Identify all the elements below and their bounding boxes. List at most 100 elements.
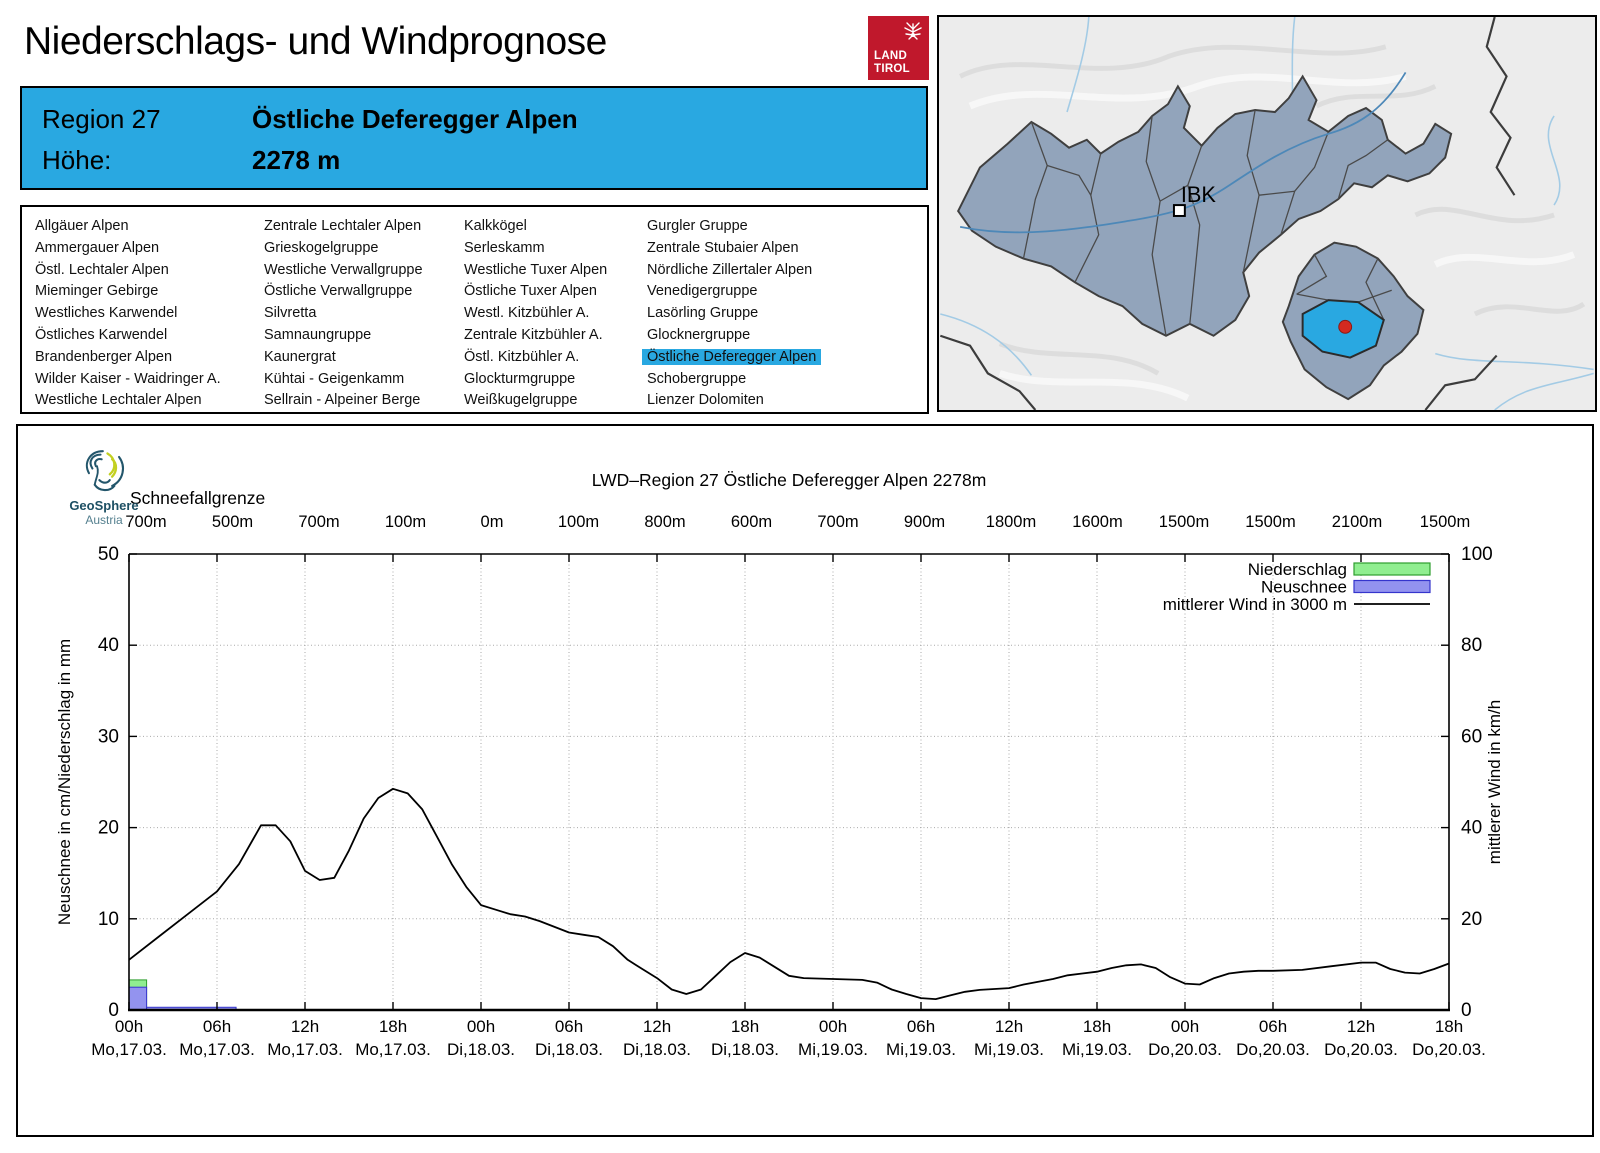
region-item[interactable]: Schobergruppe (647, 369, 821, 391)
region-item[interactable]: Weißkugelgruppe (464, 390, 607, 412)
region-item[interactable]: Nördliche Zillertaler Alpen (647, 260, 821, 282)
svg-text:Do,20.03.: Do,20.03. (1148, 1040, 1222, 1059)
region-item[interactable]: Wilder Kaiser - Waidringer A. (35, 369, 221, 391)
region-item-label[interactable]: Östliche Tuxer Alpen (464, 283, 597, 300)
snowline-value: 1500m (1420, 513, 1470, 531)
legend-swatch (1353, 562, 1431, 576)
region-item[interactable]: Glocknergruppe (647, 325, 821, 347)
region-column-1: Allgäuer Alpen Ammergauer Alpen Östl. Lech… (35, 216, 221, 412)
region-item-label[interactable]: Östliche Verwallgruppe (264, 283, 413, 300)
region-item-label[interactable]: Gurgler Gruppe (647, 218, 748, 234)
region-item-label[interactable]: Westliche Lechtaler Alpen (35, 392, 202, 409)
region-item-label[interactable]: Zentrale Lechtaler Alpen (264, 218, 422, 234)
region-item-label[interactable]: Östliches Karwendel (35, 326, 168, 343)
region-item-label[interactable]: Zentrale Kitzbühler A. (464, 326, 603, 343)
region-item[interactable]: Grieskogelgruppe (264, 238, 423, 260)
region-item-label[interactable]: Östl. Lechtaler Alpen (35, 261, 169, 278)
region-item-label[interactable]: Sellrain - Alpeiner Berge (264, 392, 421, 409)
region-item[interactable]: Allgäuer Alpen (35, 216, 221, 238)
svg-text:06h: 06h (555, 1017, 583, 1036)
region-item-label[interactable]: Silvretta (264, 305, 317, 322)
region-item[interactable]: Östliches Karwendel (35, 325, 221, 347)
region-item-label[interactable]: Zentrale Stubaier Alpen (647, 239, 799, 256)
region-item-label[interactable]: Östl. Kitzbühler A. (464, 348, 580, 365)
region-row: Region 27 Östliche Deferegger Alpen (42, 104, 578, 135)
region-item[interactable]: Zentrale Lechtaler Alpen (264, 216, 423, 238)
chart-grid (129, 554, 1449, 1010)
region-item-label[interactable]: Brandenberger Alpen (35, 348, 173, 365)
chart-title: LWD–Region 27 Östliche Deferegger Alpen … (592, 470, 987, 490)
region-item-label[interactable]: Allgäuer Alpen (35, 218, 129, 234)
svg-text:12h: 12h (1347, 1017, 1375, 1036)
region-item-label[interactable]: Westl. Kitzbühler A. (464, 305, 590, 322)
snowline-row: Schneefallgrenze 700m 500m 700m 100m 0m 100m 80… (125, 488, 1470, 531)
map-internal-borders (1022, 109, 1392, 336)
region-item[interactable]: Zentrale Kitzbühler A. (464, 325, 607, 347)
svg-text:18h: 18h (1083, 1017, 1111, 1036)
region-item[interactable]: Östl. Lechtaler Alpen (35, 260, 221, 282)
region-item-label[interactable]: Westliches Karwendel (35, 305, 178, 322)
region-item-label[interactable]: Serleskamm (464, 239, 545, 256)
region-item-label[interactable]: Lasörling Gruppe (647, 305, 759, 322)
region-item[interactable]: Silvretta (264, 303, 423, 325)
region-item[interactable]: Brandenberger Alpen (35, 347, 221, 369)
region-item[interactable]: Westliche Lechtaler Alpen (35, 390, 221, 412)
svg-text:20: 20 (98, 818, 119, 839)
region-item[interactable]: Kaunergrat (264, 347, 423, 369)
region-item-label[interactable]: Weißkugelgruppe (464, 392, 578, 409)
region-item-selected[interactable]: Östliche Deferegger Alpen (642, 347, 822, 369)
region-item-label[interactable]: Grieskogelgruppe (264, 239, 379, 256)
ibk-label: IBK (1181, 182, 1217, 207)
region-item[interactable]: Lienzer Dolomiten (647, 390, 821, 412)
region-item[interactable]: Kühtai - Geigenkamm (264, 369, 423, 391)
region-item-label[interactable]: Kaunergrat (264, 348, 336, 365)
region-item-label[interactable]: Östliche Deferegger Alpen (642, 348, 822, 365)
region-item[interactable]: Mieminger Gebirge (35, 281, 221, 303)
svg-text:06h: 06h (203, 1017, 231, 1036)
tirol-eagle-icon (904, 22, 922, 40)
svg-text:60: 60 (1461, 726, 1482, 747)
region-item-label[interactable]: Lienzer Dolomiten (647, 392, 764, 409)
region-item-label[interactable]: Kalkkögel (464, 218, 527, 234)
region-item[interactable]: Sellrain - Alpeiner Berge (264, 390, 423, 412)
region-item[interactable]: Samnaungruppe (264, 325, 423, 347)
snowline-value: 1500m (1159, 513, 1209, 531)
region-item[interactable]: Ammergauer Alpen (35, 238, 221, 260)
svg-text:Mi,19.03.: Mi,19.03. (974, 1040, 1044, 1059)
region-item[interactable]: Lasörling Gruppe (647, 303, 821, 325)
region-item[interactable]: Westliches Karwendel (35, 303, 221, 325)
geosphere-icon (85, 450, 124, 492)
region-item[interactable]: Östliche Tuxer Alpen (464, 281, 607, 303)
region-item[interactable]: Glockturmgruppe (464, 369, 607, 391)
region-item-label[interactable]: Glockturmgruppe (464, 370, 576, 387)
region-item-label[interactable]: Samnaungruppe (264, 326, 372, 343)
region-item[interactable]: Gurgler Gruppe (647, 216, 821, 238)
region-item[interactable]: Venedigergruppe (647, 281, 821, 303)
region-item-label[interactable]: Wilder Kaiser - Waidringer A. (35, 370, 221, 387)
region-item[interactable]: Westliche Verwallgruppe (264, 260, 423, 282)
region-item[interactable]: Westl. Kitzbühler A. (464, 303, 607, 325)
svg-text:Do,20.03.: Do,20.03. (1412, 1040, 1486, 1059)
svg-text:50: 50 (98, 544, 119, 565)
region-item-label[interactable]: Venedigergruppe (647, 283, 758, 300)
region-item-label[interactable]: Westliche Verwallgruppe (264, 261, 423, 278)
svg-text:00h: 00h (467, 1017, 495, 1036)
region-item-label[interactable]: Nördliche Zillertaler Alpen (647, 261, 813, 278)
region-item-label[interactable]: Mieminger Gebirge (35, 283, 159, 300)
geosphere-country: Austria (85, 513, 123, 527)
region-item-label[interactable]: Westliche Tuxer Alpen (464, 261, 608, 278)
region-item[interactable]: Kalkkögel (464, 216, 607, 238)
region-item[interactable]: Zentrale Stubaier Alpen (647, 238, 821, 260)
region-item-label[interactable]: Schobergruppe (647, 370, 747, 387)
region-item-label[interactable]: Kühtai - Geigenkamm (264, 370, 405, 387)
region-item[interactable]: Östliche Verwallgruppe (264, 281, 423, 303)
region-item-label[interactable]: Ammergauer Alpen (35, 239, 160, 256)
region-item[interactable]: Östl. Kitzbühler A. (464, 347, 607, 369)
region-item-label[interactable]: Glocknergruppe (647, 326, 751, 343)
region-item[interactable]: Serleskamm (464, 238, 607, 260)
svg-text:0: 0 (1461, 1000, 1472, 1021)
svg-text:Mo,17.03.: Mo,17.03. (267, 1040, 343, 1059)
terrain-texture (959, 44, 1586, 376)
region-item[interactable]: Westliche Tuxer Alpen (464, 260, 607, 282)
